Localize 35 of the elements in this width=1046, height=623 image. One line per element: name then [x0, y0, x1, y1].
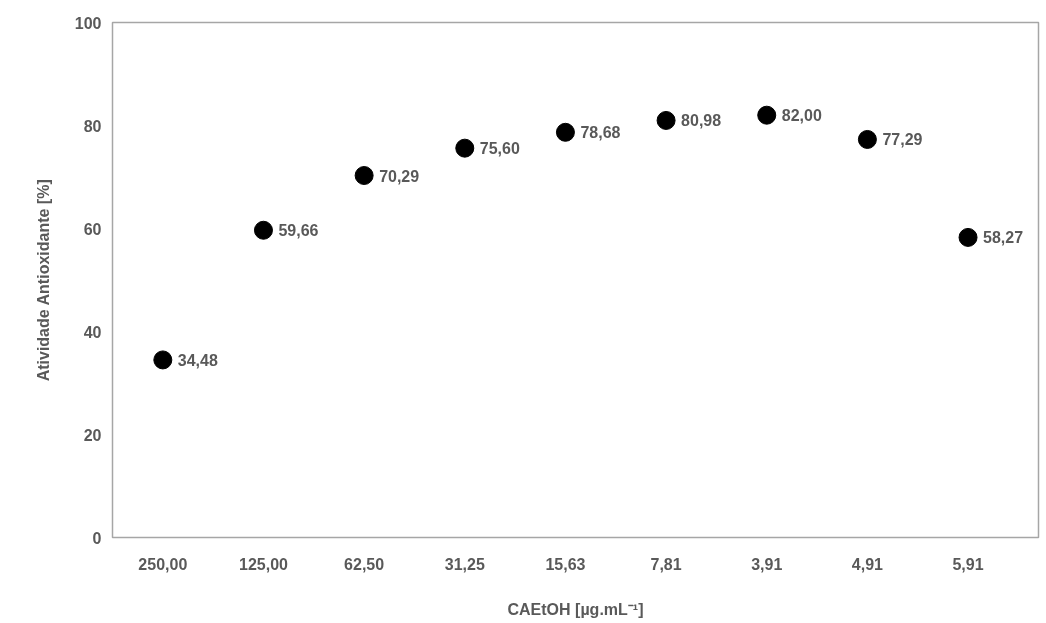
- x-tick-label: 3,91: [751, 555, 783, 573]
- data-label: 59,66: [278, 222, 319, 240]
- x-tick-label: 125,00: [239, 555, 289, 573]
- x-tick-label: 15,63: [545, 555, 586, 573]
- point: [253, 220, 273, 240]
- y-tick-label: 20: [83, 426, 102, 444]
- point: [354, 166, 374, 185]
- data-label: 78,68: [580, 124, 621, 142]
- x-tick-label: 5,91: [952, 555, 984, 573]
- point: [656, 110, 676, 130]
- data-label: 80,98: [681, 112, 722, 130]
- data-label: 75,60: [479, 140, 520, 158]
- x-axis-title: CAEtOH [µg.mL⁻¹]: [507, 600, 644, 618]
- x-tick-label: 4,91: [851, 555, 884, 573]
- data-label: 70,29: [379, 167, 420, 185]
- x-tick-label: 31,25: [444, 555, 485, 573]
- point: [757, 105, 777, 125]
- point: [555, 122, 575, 142]
- point: [958, 227, 978, 247]
- x-tick-label: 250,00: [138, 555, 188, 573]
- point: [455, 138, 475, 158]
- y-tick-label: 100: [74, 14, 102, 32]
- y-tick-label: 40: [83, 323, 102, 341]
- data-label: 34,48: [177, 351, 218, 369]
- data-label: 82,00: [781, 107, 822, 125]
- x-tick-label: 7,81: [650, 555, 682, 573]
- y-tick-label: 80: [83, 117, 102, 135]
- point: [857, 129, 877, 149]
- point: [153, 350, 173, 370]
- x-tick-label: 62,50: [344, 555, 385, 573]
- data-label: 77,29: [882, 131, 923, 149]
- y-axis-title: Atividade Antioxidante [%]: [34, 179, 52, 382]
- y-tick-label: 0: [92, 529, 102, 547]
- data-label: 58,27: [983, 229, 1024, 247]
- y-tick-label: 60: [83, 220, 102, 238]
